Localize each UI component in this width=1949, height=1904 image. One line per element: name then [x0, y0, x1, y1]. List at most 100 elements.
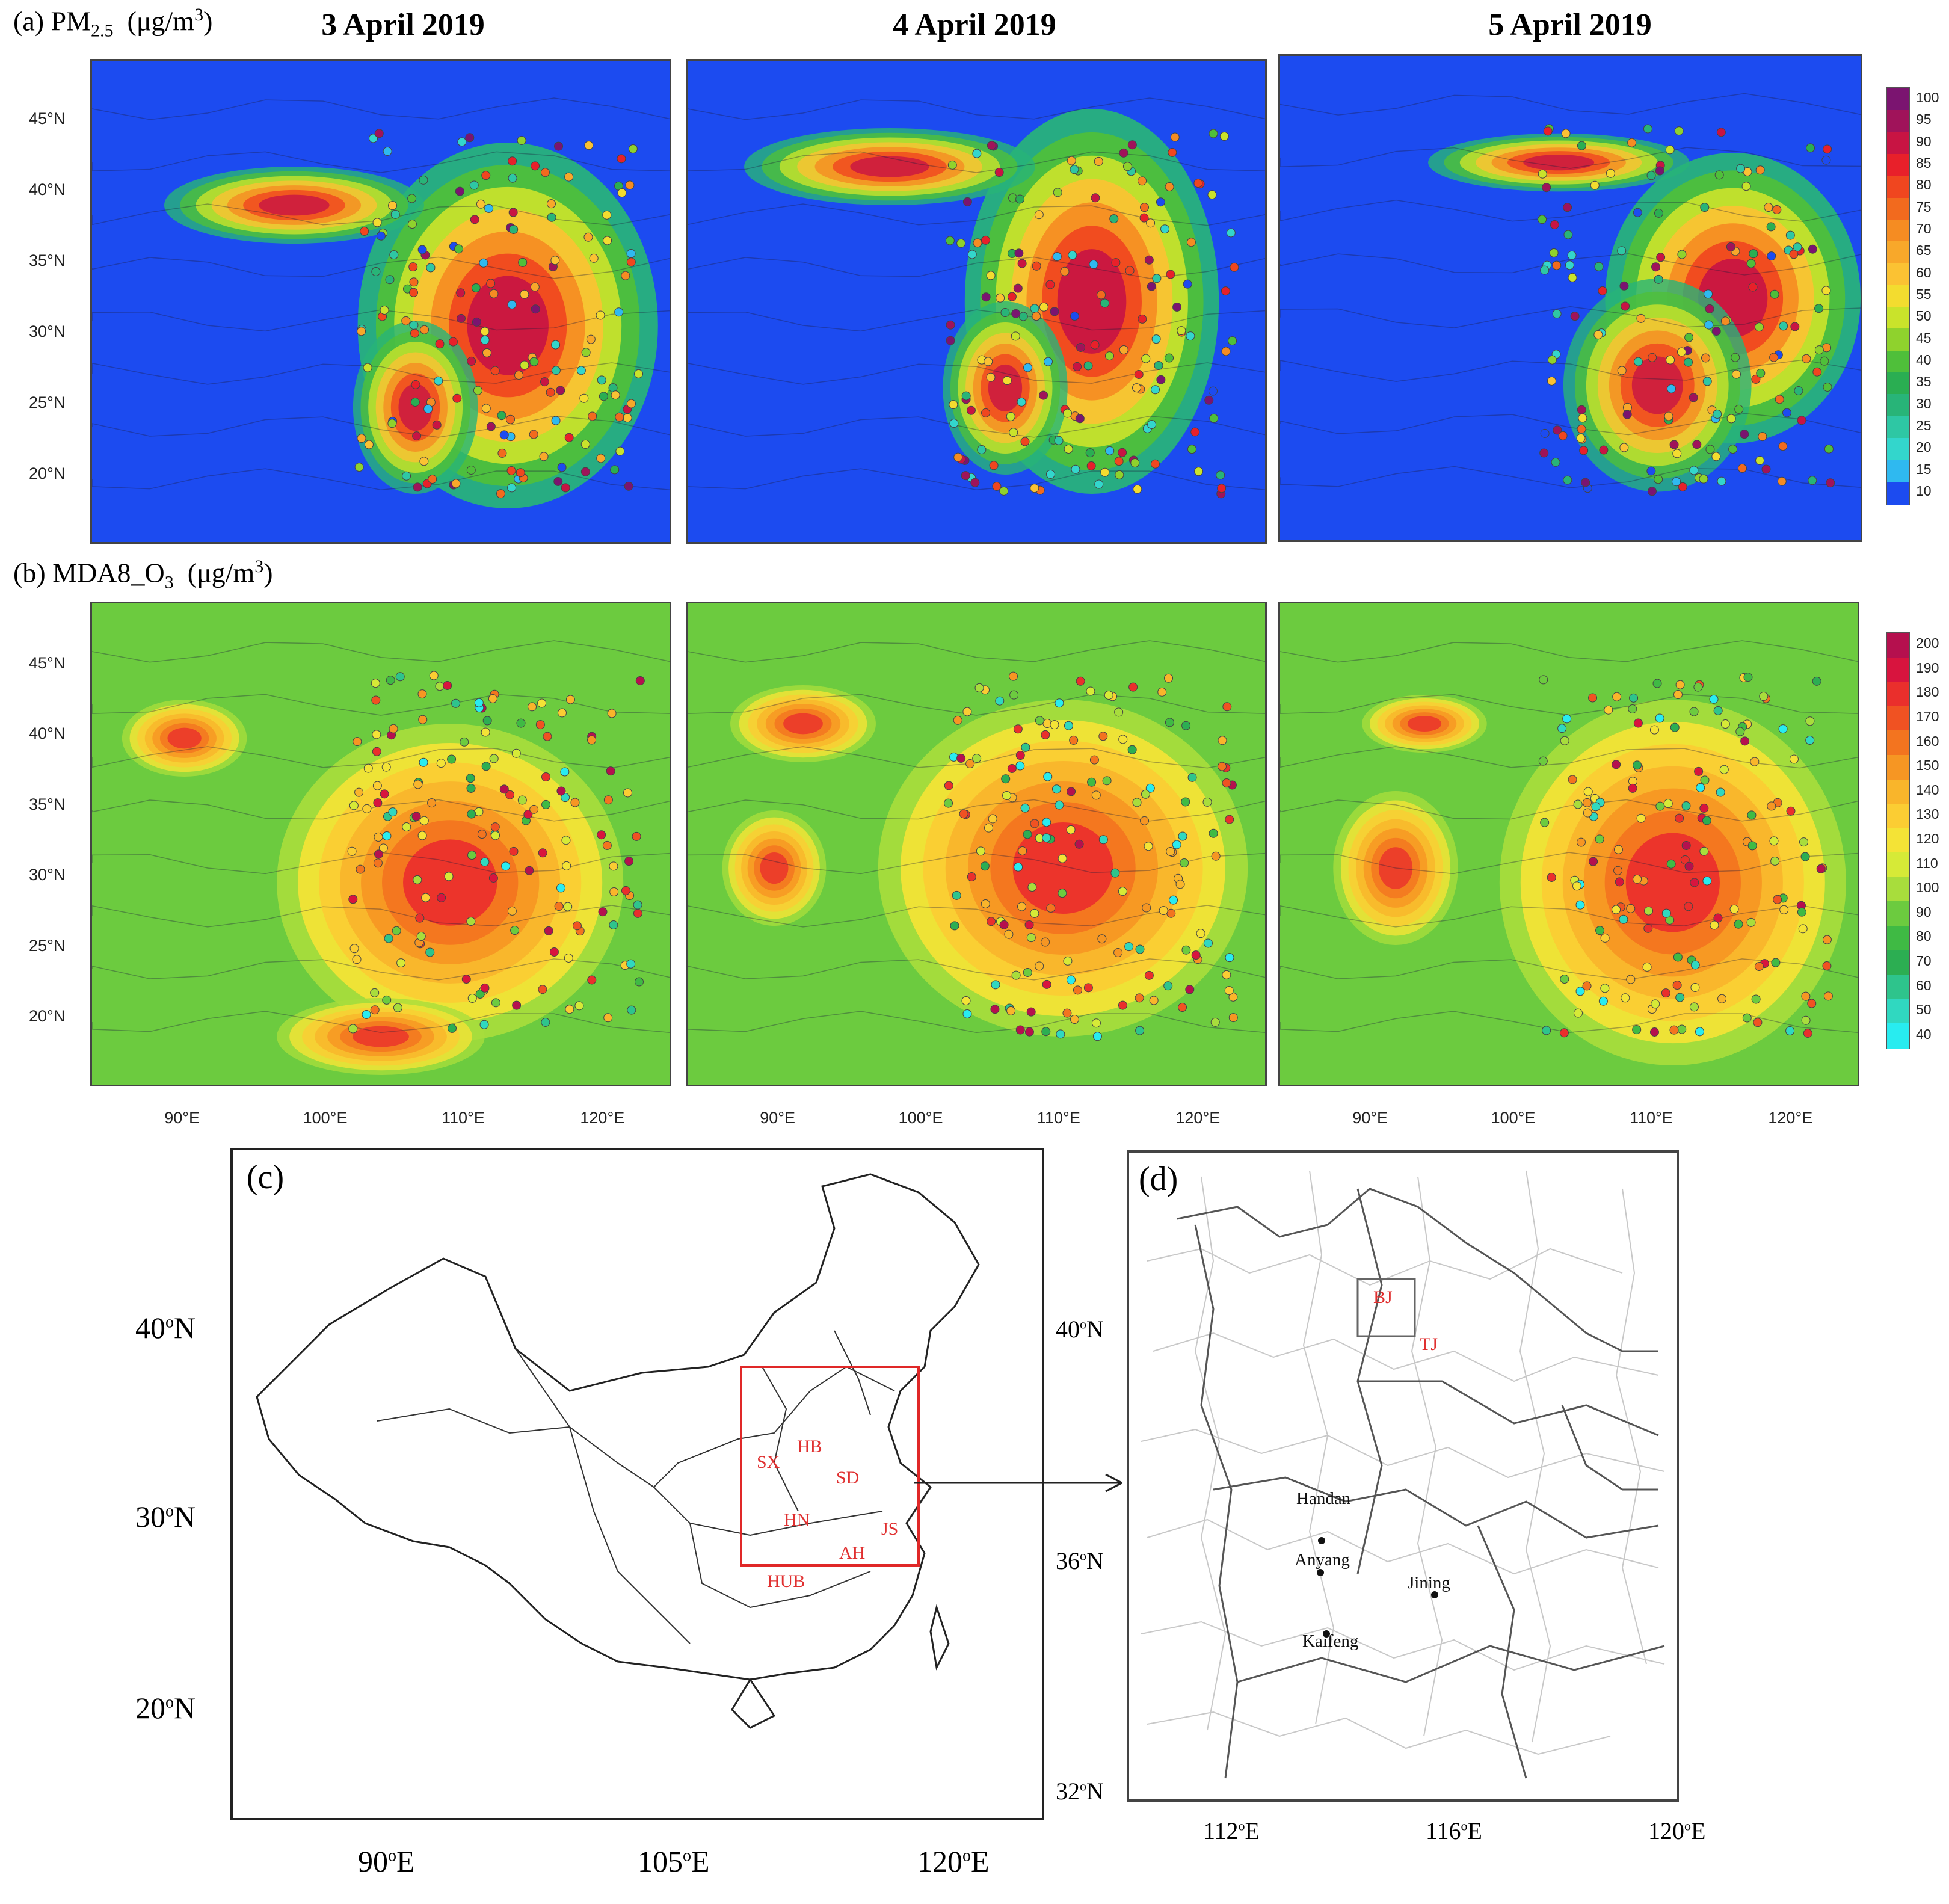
panel-c-label: (c) [247, 1159, 285, 1196]
station-dot [1711, 327, 1721, 336]
station-dot [1538, 215, 1547, 224]
colorbar-label: 100 [1916, 880, 1939, 896]
station-dot [419, 816, 429, 825]
station-dot [374, 849, 383, 859]
station-dot [1643, 124, 1652, 134]
degree-mark: o [388, 1846, 396, 1865]
station-dot [1619, 443, 1629, 452]
station-dot [1100, 298, 1110, 308]
station-dot [392, 926, 401, 935]
station-dot [1109, 214, 1119, 224]
colorbar-swatch [1887, 241, 1909, 265]
station-dot [402, 471, 411, 481]
station-dot [1666, 384, 1676, 393]
station-dot [1066, 825, 1076, 834]
station-dot [1626, 975, 1636, 984]
station-dot [384, 934, 393, 943]
station-dot [528, 702, 537, 712]
station-dot [1015, 761, 1025, 771]
station-dot [508, 156, 517, 166]
station-dot [1224, 986, 1234, 996]
station-dot [1808, 476, 1817, 485]
station-dot [973, 238, 982, 248]
station-dot [1642, 962, 1652, 972]
station-dot [588, 411, 597, 421]
station-dot [1747, 841, 1757, 851]
boundary-line [92, 640, 670, 663]
station-dot [1729, 904, 1739, 914]
colorbar-label: 110 [1916, 855, 1938, 871]
station-dot [357, 434, 366, 443]
station-dot [991, 980, 1000, 990]
lat-value: 20 [135, 1691, 165, 1725]
station-dot [1759, 691, 1769, 701]
station-dot [621, 271, 630, 280]
colorbar-swatch [1887, 88, 1909, 112]
station-dot [609, 920, 618, 930]
station-dot [537, 698, 547, 708]
station-dot [1122, 162, 1132, 171]
station-dot [401, 316, 411, 325]
boundary-line [92, 958, 670, 981]
station-dot [1035, 716, 1044, 726]
station-dot [1681, 840, 1691, 850]
station-dot [1577, 141, 1586, 150]
colorbar-label: 15 [1916, 461, 1932, 477]
lat-suffix: N [1086, 1547, 1104, 1574]
station-dot [1756, 368, 1766, 378]
field-contour [1523, 154, 1595, 171]
station-dot [1629, 693, 1639, 703]
station-dot [1050, 307, 1059, 316]
station-dot [962, 707, 972, 716]
station-dot [551, 416, 561, 425]
station-dot [1633, 760, 1642, 770]
station-dot [420, 325, 430, 334]
colorbar-label: 75 [1916, 199, 1932, 215]
station-dot [517, 135, 526, 145]
colorbar-label: 200 [1916, 635, 1939, 652]
station-dot [981, 292, 991, 302]
station-dot [389, 250, 399, 260]
lon-tick-label: 100°E [898, 1109, 943, 1127]
region-label-sx: SX [757, 1452, 780, 1472]
station-dot [1228, 1013, 1238, 1023]
station-dot [1208, 386, 1218, 396]
station-dot [1144, 970, 1154, 980]
station-dot [476, 199, 485, 209]
colorbar-swatch [1887, 372, 1909, 396]
station-dot [484, 203, 494, 213]
station-dot [1583, 787, 1593, 796]
lat-suffix: N [174, 1500, 196, 1533]
station-dot [1740, 430, 1749, 439]
station-dot [1595, 834, 1604, 844]
boundary-line [92, 799, 670, 822]
station-dot [1778, 442, 1788, 451]
station-dot [1613, 866, 1623, 875]
station-dot [381, 762, 391, 772]
station-dot [486, 279, 496, 288]
station-dot [1654, 208, 1663, 218]
colorbar-label: 90 [1916, 904, 1932, 920]
lat-tick-label: 40°N [29, 724, 66, 742]
station-dot [1140, 816, 1150, 825]
station-dot [538, 848, 547, 858]
station-dot [1595, 926, 1605, 935]
station-dot [363, 763, 373, 773]
colorbar-label: 10 [1916, 482, 1932, 499]
station-dot [451, 698, 461, 708]
station-dot [1690, 960, 1700, 970]
station-dot [1145, 783, 1155, 793]
boundary-line [688, 1011, 1265, 1034]
station-dot [1779, 321, 1788, 331]
station-dot [1612, 692, 1622, 701]
station-dot [1052, 252, 1062, 262]
station-dot [972, 754, 982, 763]
station-dot [1755, 165, 1765, 175]
station-dot [1133, 484, 1142, 494]
station-dot [625, 180, 635, 190]
station-dot [1770, 856, 1780, 866]
station-dot [1606, 168, 1615, 178]
station-dot [944, 781, 953, 790]
station-dot [564, 953, 573, 963]
station-dot [1127, 745, 1137, 754]
